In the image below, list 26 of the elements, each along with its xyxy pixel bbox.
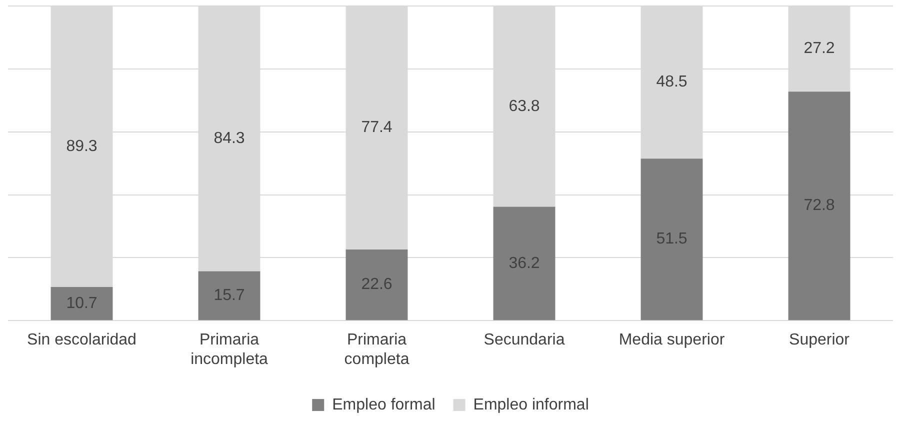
data-label: 72.8 — [804, 197, 835, 214]
data-label: 27.2 — [804, 40, 835, 58]
data-label: 48.5 — [656, 74, 688, 91]
legend-label: Empleo informal — [473, 396, 589, 414]
legend-label: Empleo formal — [332, 396, 436, 414]
data-label: 84.3 — [214, 130, 245, 148]
x-tick-label: Superior — [789, 332, 850, 349]
data-label: 36.2 — [508, 254, 540, 272]
x-tick-label: Media superior — [618, 332, 726, 349]
bar — [50, 286, 113, 320]
data-label: 63.8 — [508, 98, 540, 115]
x-tick-label: Primaria incompleta — [190, 332, 268, 368]
data-label: 89.3 — [66, 138, 98, 155]
x-tick-label: Primaria completa — [344, 332, 410, 368]
data-label: 51.5 — [656, 230, 688, 248]
x-tick-label: Secundaria — [484, 332, 565, 349]
bar — [788, 92, 850, 320]
data-label: 15.7 — [214, 287, 245, 304]
bar — [493, 206, 556, 320]
bar — [198, 271, 260, 320]
x-tick-label: Sin escolaridad — [27, 332, 136, 349]
bar — [346, 250, 408, 320]
data-label: 10.7 — [66, 294, 98, 312]
data-label: 22.6 — [361, 276, 392, 294]
data-label: 77.4 — [361, 119, 392, 136]
bar — [640, 158, 703, 320]
